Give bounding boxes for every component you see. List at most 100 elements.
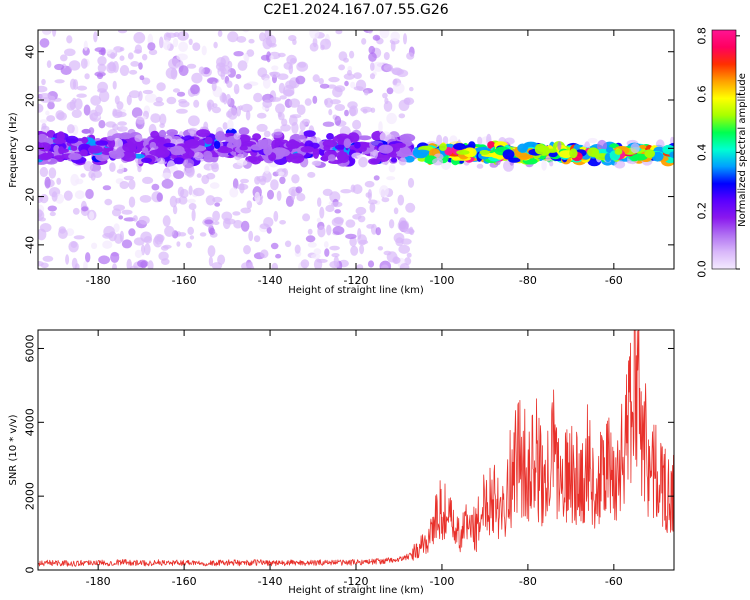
heatmap-cell xyxy=(271,139,278,150)
heatmap-cell xyxy=(98,255,110,265)
heatmap-cell xyxy=(39,194,49,204)
heatmap-cell xyxy=(178,65,189,76)
heatmap-cell xyxy=(126,258,132,269)
heatmap-cell xyxy=(128,179,136,190)
heatmap-cell xyxy=(172,37,179,48)
heatmap-cell xyxy=(372,34,381,41)
heatmap-cell xyxy=(289,153,305,164)
heatmap-cell xyxy=(54,63,65,71)
heatmap-cell xyxy=(211,106,222,114)
heatmap-cell xyxy=(122,142,137,153)
heatmap-cell xyxy=(229,187,239,198)
spectrogram-xlabel: Height of straight line (km) xyxy=(288,285,424,296)
heatmap-cell xyxy=(179,188,189,199)
heatmap-cell xyxy=(350,184,356,193)
heatmap-cell xyxy=(294,244,301,254)
heatmap-cell xyxy=(239,145,248,151)
heatmap-cell xyxy=(159,36,164,49)
heatmap-cell xyxy=(196,173,202,178)
heatmap-cell xyxy=(106,62,117,74)
heatmap-cell xyxy=(97,63,107,73)
heatmap-cell xyxy=(359,244,365,255)
x-tick-label: -100 xyxy=(429,575,454,588)
heatmap-cell xyxy=(68,153,82,160)
heatmap-cell xyxy=(188,38,193,45)
heatmap-cell xyxy=(102,233,114,239)
heatmap-cell xyxy=(504,137,515,145)
heatmap-cell xyxy=(377,246,384,251)
heatmap-cell xyxy=(160,245,169,251)
heatmap-cell xyxy=(237,60,248,71)
heatmap-cell xyxy=(91,242,98,249)
heatmap-cell xyxy=(236,159,248,166)
heatmap-cell xyxy=(384,97,389,105)
heatmap-cell xyxy=(169,195,178,208)
figure-title: C2E1.2024.167.07.55.G26 xyxy=(263,2,448,18)
heatmap-cell xyxy=(349,50,355,59)
heatmap-cell xyxy=(502,149,515,160)
heatmap-cell xyxy=(390,31,401,42)
heatmap-cell xyxy=(106,135,116,141)
heatmap-cell xyxy=(174,150,186,155)
heatmap-cell xyxy=(557,141,562,151)
heatmap-cell xyxy=(150,113,161,123)
heatmap-cell xyxy=(444,147,453,156)
heatmap-cell xyxy=(76,93,87,98)
heatmap-cell xyxy=(264,165,270,174)
heatmap-cell xyxy=(262,77,271,89)
heatmap-cell xyxy=(329,191,341,203)
heatmap-cell xyxy=(90,95,102,106)
heatmap-cell xyxy=(94,47,106,53)
heatmap-cell xyxy=(442,136,449,145)
heatmap-cell xyxy=(266,226,272,234)
heatmap-cell xyxy=(407,177,415,188)
heatmap-cell xyxy=(329,245,340,251)
heatmap-cell xyxy=(324,248,330,257)
x-tick-label: -120 xyxy=(344,274,369,287)
heatmap-cell xyxy=(134,249,143,259)
heatmap-cell xyxy=(393,78,398,86)
heatmap-cell xyxy=(225,93,232,105)
heatmap-cell xyxy=(379,185,389,198)
heatmap-cell xyxy=(98,90,110,103)
heatmap-cell xyxy=(212,103,218,108)
heatmap-cell xyxy=(335,30,343,35)
heatmap-cell xyxy=(142,53,148,61)
x-tick-label: -180 xyxy=(86,274,111,287)
heatmap-cell xyxy=(631,153,648,161)
heatmap-cell xyxy=(157,157,166,165)
heatmap-cell xyxy=(63,190,73,201)
heatmap-cell xyxy=(338,51,348,61)
heatmap-cell xyxy=(123,175,135,181)
heatmap-cell xyxy=(138,215,150,225)
heatmap-cell xyxy=(186,63,197,69)
heatmap-cell xyxy=(237,153,244,159)
heatmap-cell xyxy=(227,107,238,120)
heatmap-cell xyxy=(142,89,154,95)
heatmap-cell xyxy=(172,205,178,215)
heatmap-cell xyxy=(296,61,309,72)
colorbar-ticks: 0.0 0.2 0.4 0.6 0.8 xyxy=(696,27,740,278)
heatmap-cell xyxy=(178,196,188,205)
y-tick-label: -20 xyxy=(24,188,37,206)
heatmap-cell xyxy=(670,136,674,145)
heatmap-cell xyxy=(386,87,394,95)
heatmap-cell xyxy=(248,261,254,269)
heatmap-cell xyxy=(206,172,216,180)
heatmap-cell xyxy=(284,240,292,248)
heatmap-cell xyxy=(398,244,411,254)
heatmap-cell xyxy=(386,112,397,125)
heatmap-cell xyxy=(189,235,195,240)
heatmap-cell xyxy=(137,259,149,268)
x-tick-label: -180 xyxy=(86,575,111,588)
heatmap-cell xyxy=(414,149,430,156)
heatmap-cell xyxy=(97,56,107,66)
heatmap-cell xyxy=(191,72,203,84)
heatmap-cell xyxy=(39,93,51,99)
heatmap-cell xyxy=(569,148,578,159)
heatmap-cell xyxy=(343,138,351,149)
y-tick-label: 0 xyxy=(24,567,37,574)
heatmap-cell xyxy=(307,171,316,178)
spectrogram-ticks: -180 -160 -140 -120 -100 -80 -60 -40 -20 0 20 40 xyxy=(24,30,674,287)
heatmap-cell xyxy=(325,204,335,213)
